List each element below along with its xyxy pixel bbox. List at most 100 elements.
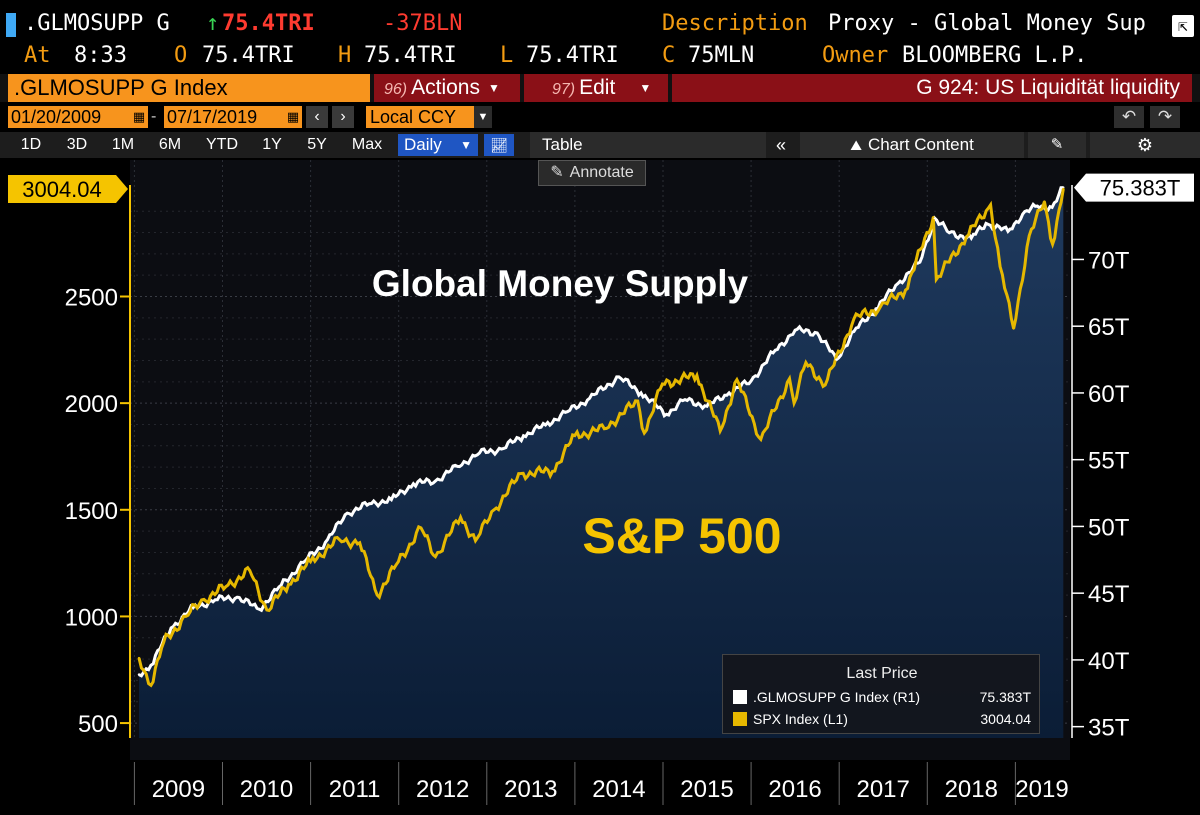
data-point-global-money-supply [500,447,503,451]
data-point-global-money-supply [368,502,371,505]
x-axis-tick-label: 2012 [416,776,469,803]
range-1m[interactable]: 1M [111,136,135,153]
data-point-spx [879,305,882,309]
right-axis-tick-label: 40T [1088,648,1130,675]
range-6m[interactable]: 6M [158,136,182,153]
legend-title: Last Price [846,665,918,682]
x-axis-tick-label: 2009 [152,776,205,803]
chart-axes: 500 1000 1500 2000 2500 35T 40T 45T 50T 55T 60T 65T… [8,173,1194,805]
legend-item-global-money-supply: .GLMOSUPP G Index (R1) 75.383T [731,689,1031,707]
chart-content-label: Chart Content [867,135,974,154]
chevron-right-icon[interactable]: › [332,106,354,128]
calendar-icon[interactable]: ▦ [286,109,300,124]
data-point-spx [149,684,153,687]
data-point-spx [573,434,576,437]
x-axis-tick-label: 2017 [856,776,909,803]
data-point-global-money-supply [434,479,437,483]
frequency-select[interactable]: Daily ▼ [398,134,478,156]
data-point-global-money-supply [390,498,393,501]
data-point-spx [1051,243,1054,246]
x-axis-tick-label: 2015 [680,776,733,803]
chart-area: 500 1000 1500 2000 2500 35T 40T 45T 50T 55T 60T 65T… [8,160,1194,805]
command-bar: .GLMOSUPP G Index 96) Actions ▼ 97) Edit ▼ G… [0,74,1200,102]
data-point-global-money-supply [815,331,819,335]
range-1d[interactable]: 1D [20,136,42,153]
pencil-icon: ✎ [550,164,564,181]
chart-toolbar: 1D 3D 1M 6M YTD 1Y 5Y Max Daily ▼ 📈︎ Tab… [0,132,1200,158]
range-max[interactable]: Max [351,136,383,153]
data-point-spx [434,555,437,558]
line-chart-icon[interactable]: 📈︎ [484,134,514,156]
data-point-spx [935,278,938,281]
caret-down-icon: ▼ [488,81,500,96]
data-point-spx [162,640,165,644]
double-chevron-left-icon[interactable]: « [775,135,786,155]
legend-item-name: SPX Index (L1) [753,711,848,727]
data-point-spx [248,569,252,572]
data-point-spx [695,374,699,377]
end-date-input[interactable]: 07/17/2019 [164,106,302,128]
data-point-global-money-supply [137,673,141,676]
range-ytd[interactable]: YTD [206,136,238,153]
range-3d[interactable]: 3D [66,136,88,153]
chart-content-icon: ⛰ [850,137,862,153]
table-tab[interactable]: Table [530,132,766,158]
data-point-spx [358,541,361,545]
legend-item-value: 3004.04 [980,711,1031,727]
annotation-sp500: S&P 500 [582,508,781,564]
data-point-spx [1028,234,1031,237]
data-point-global-money-supply [948,231,951,234]
high-label: H [338,43,352,68]
data-point-spx [184,615,187,618]
actions-menu-number: 96) [384,81,408,98]
x-axis-tick-label: 2016 [768,776,821,803]
x-axis-tick-label: 2018 [945,776,998,803]
data-point-spx [965,235,968,238]
data-point-spx [519,472,523,475]
x-axis-tick-label: 2011 [329,776,381,803]
right-axis-tick-label: 45T [1088,581,1130,608]
series-points [137,186,1065,687]
owner-value: BLOOMBERG L.P. [902,43,1088,68]
legend-item-value: 75.383T [979,689,1031,705]
chevron-left-icon[interactable]: ‹ [306,106,328,128]
right-axis-tick-label: 70T [1088,247,1130,274]
data-point-spx [492,508,496,511]
data-point-spx [474,539,477,542]
pencil-icon[interactable]: ✎ [1028,132,1086,158]
data-point-spx [718,429,722,433]
chart-content-button[interactable]: ⛰ Chart Content [800,132,1024,158]
open-value: 75.4TRI [202,43,295,68]
range-5y[interactable]: 5Y [307,136,327,153]
data-point-global-money-supply [1021,212,1024,216]
data-point-global-money-supply [970,236,973,240]
data-point-global-money-supply [324,541,327,544]
data-point-spx [735,378,739,381]
data-point-spx [265,608,268,612]
data-point-global-money-supply [835,358,838,361]
undo-icon[interactable]: ↶ [1114,106,1144,128]
data-point-spx [287,583,290,586]
edit-menu-button[interactable]: 97) Edit ▼ [524,74,668,102]
up-arrow-icon: ↑ [206,11,220,36]
data-point-spx [202,598,206,601]
data-point-spx [419,526,423,530]
calendar-icon[interactable]: ▦ [132,109,146,124]
frequency-value: Daily [404,135,442,154]
security-command-input[interactable]: .GLMOSUPP G Index [8,74,370,102]
export-icon[interactable]: ⇱ [1172,15,1194,37]
end-date-value: 07/17/2019 [167,107,258,127]
at-label: At [24,43,51,68]
gear-icon[interactable]: ⚙ [1090,132,1200,158]
data-point-global-money-supply [412,482,415,485]
x-axis-tick-label: 2019 [1015,776,1068,803]
data-point-global-money-supply [566,410,569,413]
owner-label: Owner [822,43,889,68]
redo-icon[interactable]: ↷ [1150,106,1180,128]
actions-menu-button[interactable]: 96) Actions ▼ [374,74,520,102]
start-date-input[interactable]: 01/20/2009 [8,106,148,128]
currency-select[interactable]: Local CCY ▼ [366,106,492,128]
range-1y[interactable]: 1Y [262,136,282,153]
annotate-button[interactable]: ✎ Annotate [538,160,646,186]
data-point-spx [932,215,935,219]
